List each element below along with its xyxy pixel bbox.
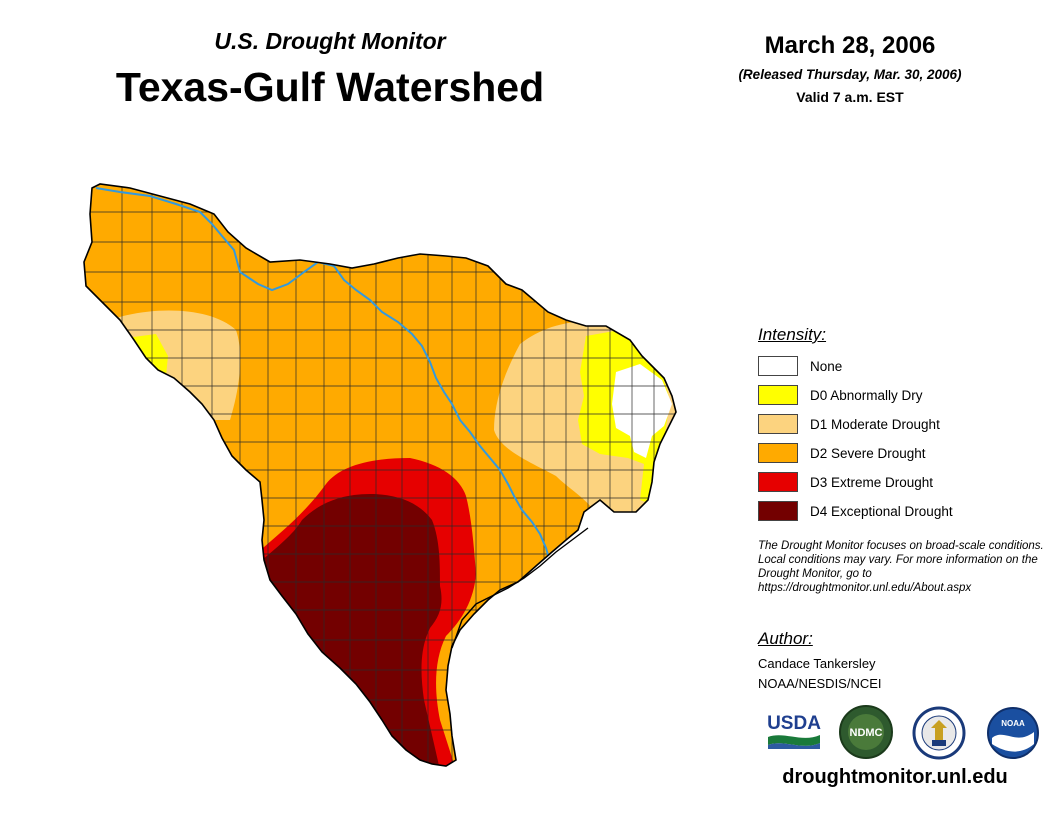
legend-swatch: [758, 472, 798, 492]
legend-swatch: [758, 443, 798, 463]
legend-label: D2 Severe Drought: [810, 445, 926, 461]
usda-logo-text: USDA: [767, 713, 821, 734]
author-heading: Author:: [758, 629, 813, 648]
d1-west-zone: [110, 310, 241, 420]
coastline-barrier-islands: [451, 527, 589, 649]
valid-date: March 28, 2006: [764, 32, 936, 59]
legend-label: D0 Abnormally Dry: [810, 387, 923, 403]
legend-item-d4: D4 Exceptional Drought: [758, 500, 953, 522]
legend-swatch: [758, 356, 798, 376]
legend-label: D4 Exceptional Drought: [810, 503, 953, 519]
river: [95, 187, 551, 563]
legend-item-d1: D1 Moderate Drought: [758, 413, 940, 435]
legend-item-d3: D3 Extreme Drought: [758, 471, 933, 493]
ndmc-logo-text: NDMC: [850, 727, 883, 739]
legend-label: D3 Extreme Drought: [810, 474, 934, 490]
no-drought-zone: [612, 364, 672, 458]
disclaimer-note: The Drought Monitor focuses on broad-sca…: [758, 540, 1044, 594]
usda-logo-icon: USDA: [767, 713, 821, 749]
legend-item-d2: D2 Severe Drought: [758, 442, 926, 464]
website-url[interactable]: droughtmonitor.unl.edu: [782, 766, 1008, 788]
noaa-logo-text: NOAA: [1001, 719, 1025, 728]
map-subtitle: U.S. Drought Monitor: [214, 28, 446, 54]
valid-time: Valid 7 a.m. EST: [796, 89, 904, 105]
legend-label: D1 Moderate Drought: [810, 416, 940, 432]
doc-seal-icon: [912, 706, 966, 760]
ndmc-logo-icon: NDMC: [839, 705, 893, 759]
map-title: Texas-Gulf Watershed: [115, 64, 545, 110]
legend-item-d0: D0 Abnormally Dry: [758, 384, 923, 406]
release-date: (Released Thursday, Mar. 30, 2006): [738, 67, 962, 82]
legend-label: None: [810, 358, 843, 374]
legend-item-none: None: [758, 355, 842, 377]
noaa-logo-icon: NOAA: [987, 707, 1039, 759]
legend-heading: Intensity:: [758, 325, 827, 344]
legend-swatch: [758, 414, 798, 434]
author-name: Candace Tankersley: [758, 656, 876, 671]
legend-swatch: [758, 501, 798, 521]
legend-swatch: [758, 385, 798, 405]
author-org: NOAA/NESDIS/NCEI: [758, 676, 882, 691]
